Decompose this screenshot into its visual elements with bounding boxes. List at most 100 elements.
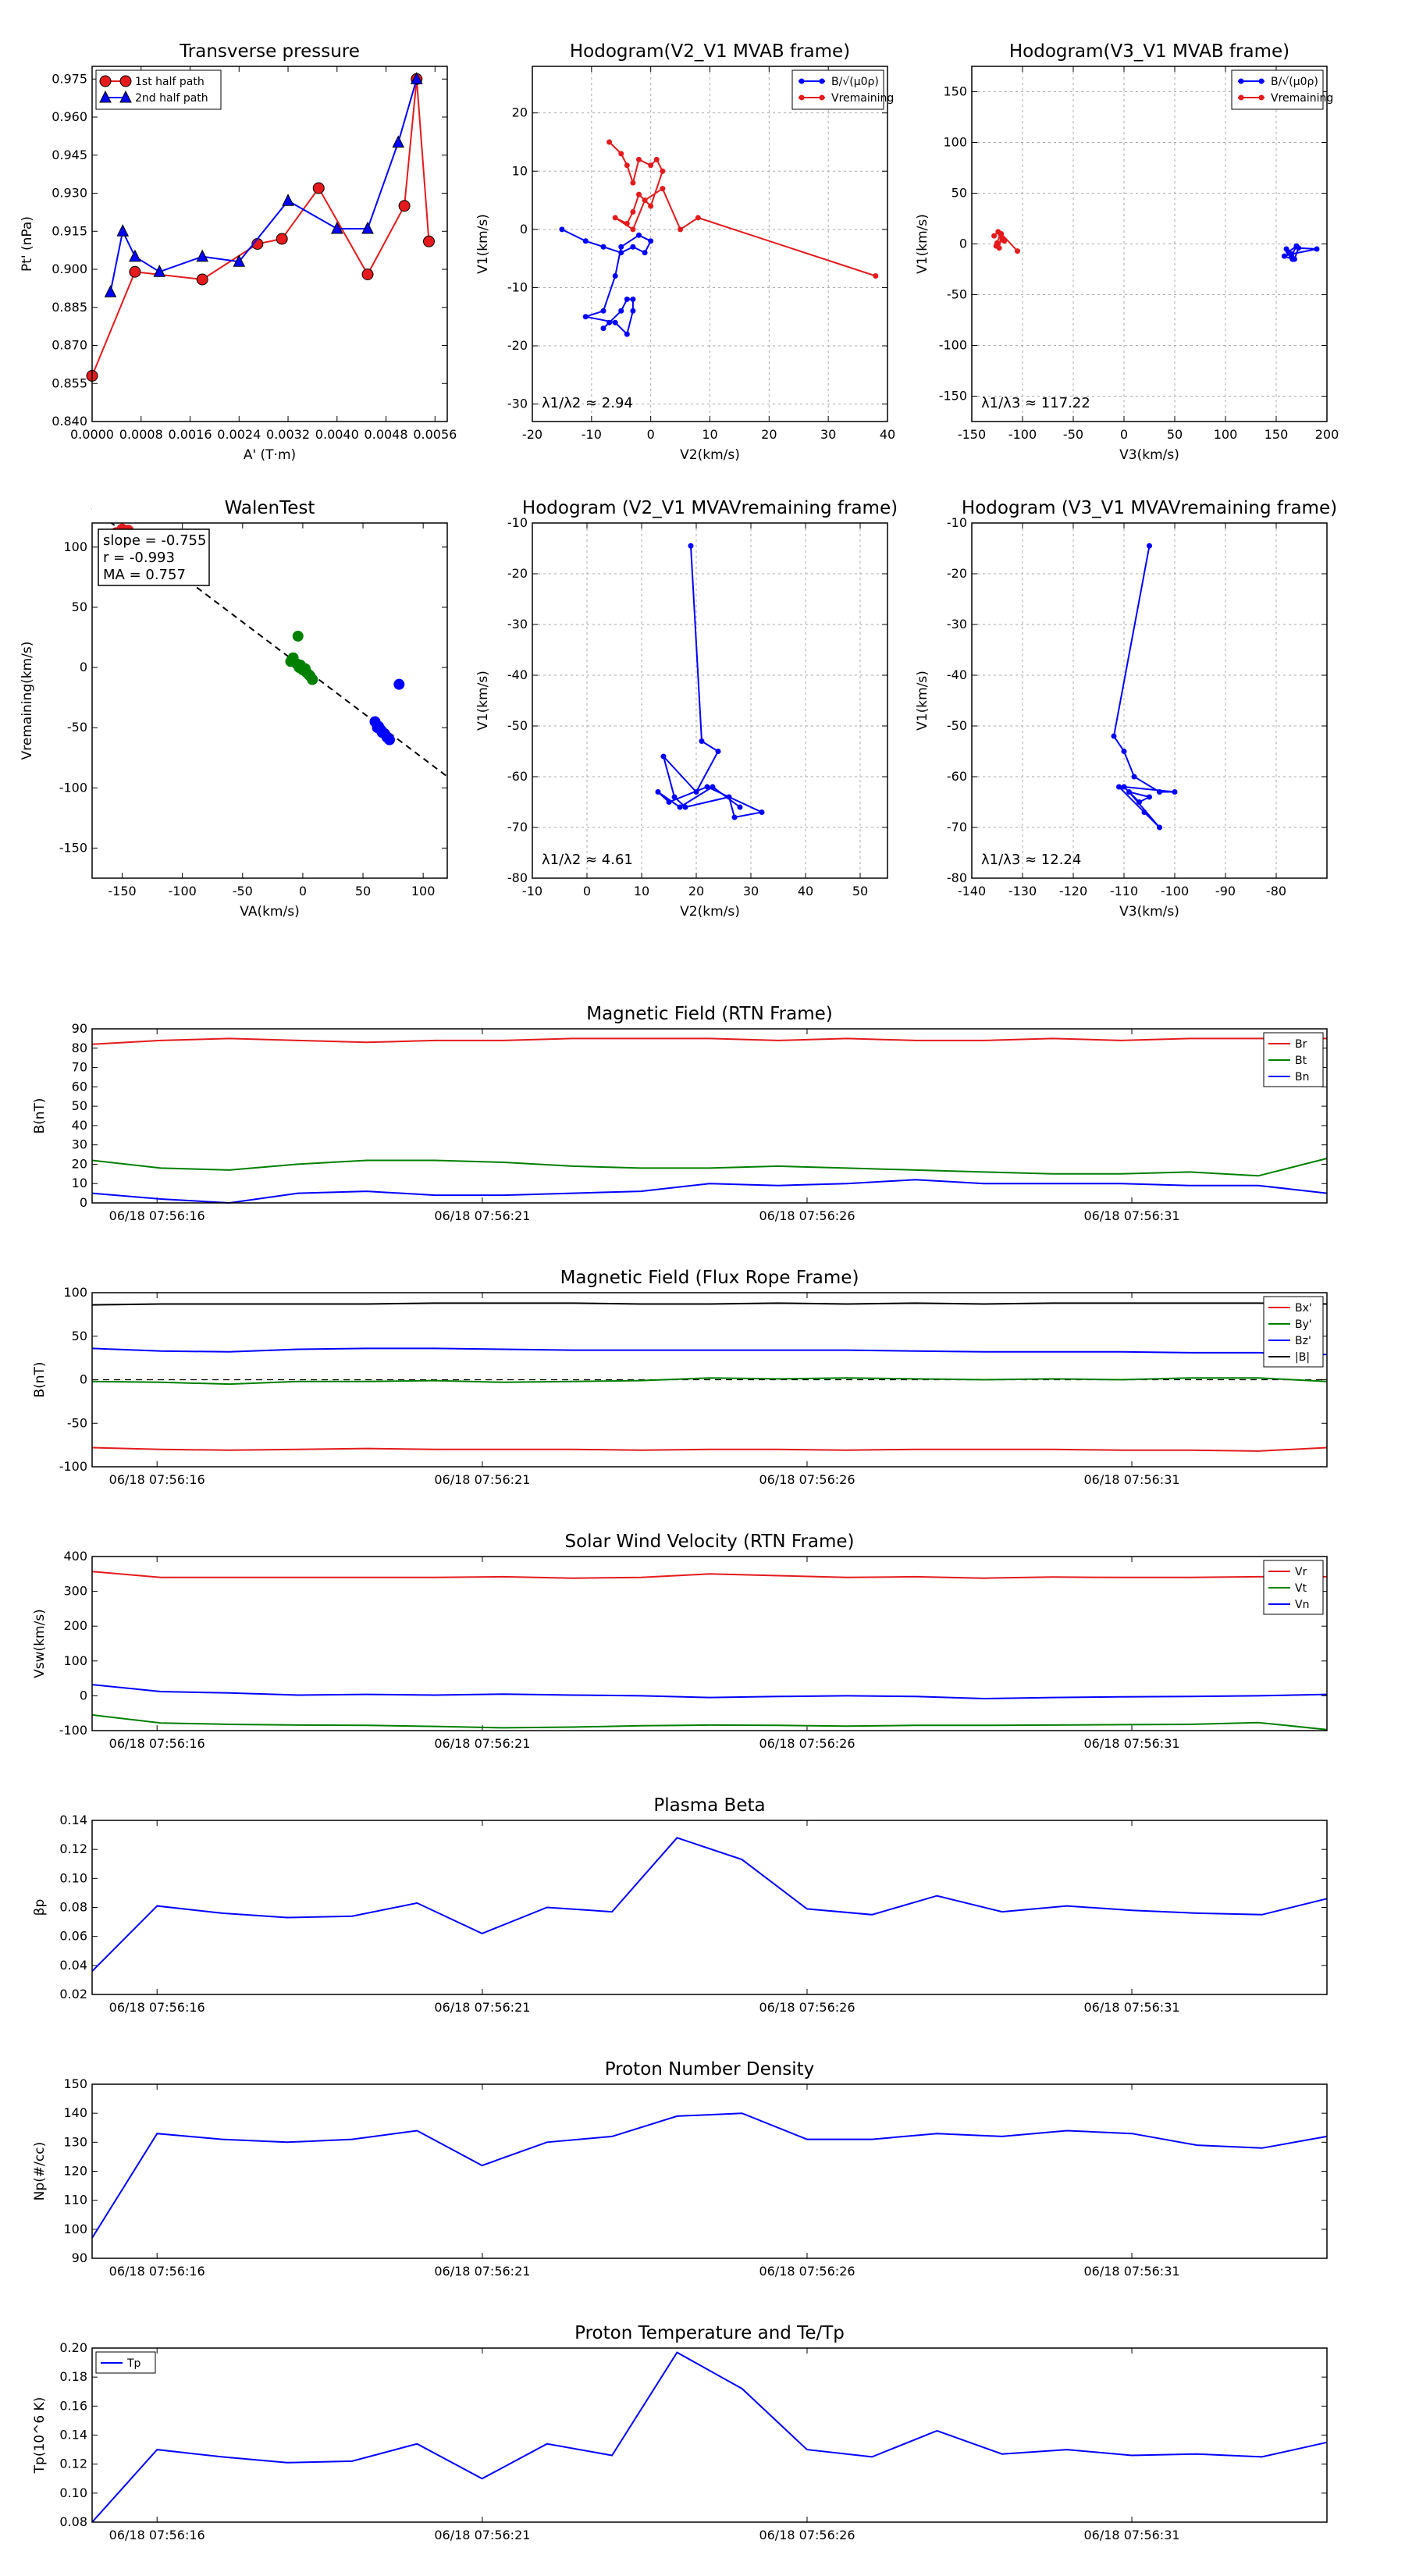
y-tick-label: 150 xyxy=(943,84,967,99)
x-tick-label: 40 xyxy=(880,427,895,442)
legend-label: B/√(μ0ρ) xyxy=(1271,76,1318,88)
y-tick-label: 70 xyxy=(72,1060,87,1075)
data-point xyxy=(695,215,701,221)
data-point xyxy=(119,75,132,87)
data-point xyxy=(693,789,699,795)
y-tick-label: 20 xyxy=(512,105,528,120)
x-tick-label: 06/18 07:56:31 xyxy=(1084,2528,1180,2542)
series-line xyxy=(91,1446,1328,1452)
data-point xyxy=(682,804,688,810)
y-tick-label: 120 xyxy=(63,2164,87,2179)
stats-box xyxy=(98,528,210,586)
data-point xyxy=(1296,245,1302,251)
series-line xyxy=(91,1158,1328,1177)
data-point xyxy=(398,200,411,212)
data-point xyxy=(630,208,636,215)
data-point xyxy=(660,168,666,174)
y-axis-label: V1(km/s) xyxy=(475,671,491,731)
x-tick-label: 20 xyxy=(761,427,777,442)
x-tick-label: 40 xyxy=(798,884,813,898)
axes-frame xyxy=(91,1028,1328,1204)
data-point xyxy=(998,231,1005,237)
x-axis-label: V3(km/s) xyxy=(1119,447,1179,463)
data-point xyxy=(410,72,423,84)
legend-label: Vt xyxy=(1295,1582,1307,1595)
y-tick-label: 0.14 xyxy=(59,2428,87,2443)
y-tick-label: 0.10 xyxy=(59,1870,87,1885)
x-tick-label: 30 xyxy=(820,427,836,442)
series-line xyxy=(91,2112,1328,2239)
series-line xyxy=(91,79,430,376)
ratio-annotation: λ1/λ3 ≈ 12.24 xyxy=(981,852,1081,868)
legend-label: 1st half path xyxy=(135,76,205,88)
x-tick-label: 06/18 07:56:21 xyxy=(434,1208,530,1223)
x-tick-label: 06/18 07:56:21 xyxy=(434,1472,530,1487)
x-tick-label: 0 xyxy=(1120,427,1128,442)
data-point xyxy=(819,94,825,101)
y-tick-label: -150 xyxy=(59,840,87,855)
y-tick-label: -80 xyxy=(947,870,967,885)
chart-hodo_v2_mvav: -10 0 10 20 30 40 50 -80 -70 -60 -50 -40 -30 -20 -10 λ1… xyxy=(475,498,898,920)
data-point xyxy=(600,326,606,332)
data-point xyxy=(1314,246,1320,252)
x-tick-label: 06/18 07:56:21 xyxy=(434,2000,530,2015)
y-tick-label: 100 xyxy=(63,1653,87,1668)
data-point xyxy=(873,273,879,279)
series-line xyxy=(91,2351,1328,2523)
series-line xyxy=(91,1837,1328,1973)
data-point xyxy=(688,543,694,549)
data-point xyxy=(642,197,648,204)
chart-title: Solar Wind Velocity (RTN Frame) xyxy=(564,1532,854,1552)
y-tick-label: 0 xyxy=(80,1372,87,1387)
data-point xyxy=(1147,543,1152,549)
x-tick-label: 50 xyxy=(1167,427,1183,442)
y-tick-label: 200 xyxy=(63,1618,87,1633)
y-tick-label: 150 xyxy=(63,2076,87,2091)
x-tick-label: -10 xyxy=(522,884,542,898)
data-point xyxy=(618,244,624,250)
y-tick-label: -100 xyxy=(939,338,967,353)
legend-label: Bx' xyxy=(1295,1302,1312,1315)
data-point xyxy=(630,308,636,314)
data-point xyxy=(99,90,112,103)
data-point xyxy=(699,738,705,744)
data-point xyxy=(636,156,642,162)
y-tick-label: 0 xyxy=(959,237,967,251)
y-tick-label: 0.20 xyxy=(59,2340,87,2355)
legend-label: Vn xyxy=(1295,1599,1309,1611)
stats-line: slope = -0.755 xyxy=(103,532,206,549)
x-tick-label: 50 xyxy=(852,884,868,898)
y-tick-label: 60 xyxy=(72,1079,87,1094)
axes-frame xyxy=(91,522,448,879)
data-point xyxy=(666,799,672,805)
chart-title: Plasma Beta xyxy=(653,1795,765,1816)
legend-label: Bn xyxy=(1295,1071,1309,1083)
x-tick-label: -130 xyxy=(1008,884,1037,898)
y-tick-label: 100 xyxy=(943,135,967,150)
data-point xyxy=(624,220,630,226)
y-tick-label: 0 xyxy=(80,660,87,674)
data-point xyxy=(994,240,1000,246)
title-backing xyxy=(92,507,447,523)
y-tick-label: -20 xyxy=(507,566,528,581)
x-tick-label: 06/18 07:56:26 xyxy=(759,1208,855,1223)
x-axis-label: VA(km/s) xyxy=(240,904,299,920)
data-point xyxy=(330,221,343,234)
legend-box xyxy=(95,69,222,110)
fit-line xyxy=(91,507,448,777)
data-point xyxy=(1111,733,1117,739)
ratio-annotation: λ1/λ2 ≈ 2.94 xyxy=(542,395,633,411)
data-point xyxy=(648,238,654,244)
axes-frame xyxy=(91,1292,1328,1468)
x-tick-label: 50 xyxy=(355,884,371,898)
y-axis-label: Tp(10^6 K) xyxy=(32,2397,48,2475)
chart-title: Hodogram (V2_V1 MVAVremaining frame) xyxy=(522,498,898,518)
x-tick-label: 06/18 07:56:31 xyxy=(1084,1736,1180,1751)
data-point xyxy=(600,308,606,314)
legend-label: |B| xyxy=(1295,1351,1310,1364)
data-point xyxy=(726,794,732,800)
y-tick-label: -70 xyxy=(507,820,528,834)
legend-label: Vremaining xyxy=(1271,92,1333,105)
y-tick-label: -40 xyxy=(507,667,528,682)
data-point xyxy=(1126,789,1132,795)
